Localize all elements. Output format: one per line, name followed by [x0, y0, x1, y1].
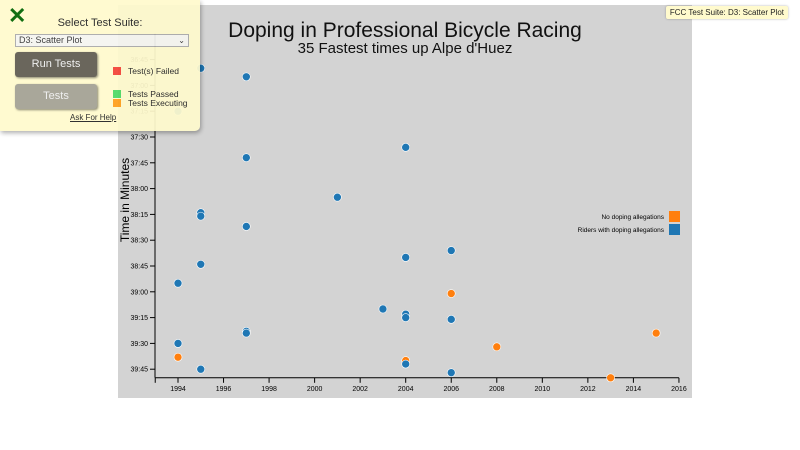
x-tick-label: 2010 [535, 386, 551, 393]
x-tick-label: 1994 [170, 386, 186, 393]
y-tick-label: 38:15 [130, 212, 148, 219]
run-tests-button[interactable]: Run Tests [15, 52, 97, 77]
data-point [446, 289, 456, 298]
suite-value: D3: Scatter Plot [19, 35, 83, 45]
y-tick-label: 39:30 [130, 341, 148, 348]
data-point [333, 192, 342, 202]
data-point [242, 153, 251, 162]
x-tick-label: 2006 [443, 386, 459, 393]
ask-for-help-link[interactable]: Ask For Help [70, 113, 117, 122]
data-point [401, 359, 411, 369]
data-point [173, 278, 183, 288]
legend-label: Riders with doping allegations [578, 227, 665, 234]
data-point [242, 72, 251, 82]
x-tick-label: 2000 [307, 386, 323, 393]
y-tick-label: 39:15 [130, 315, 148, 322]
data-point [196, 211, 206, 221]
passed-label: Tests Passed [128, 88, 179, 99]
chart-subtitle: 35 Fastest times up Alpe d'Huez [297, 40, 513, 57]
tests-button[interactable]: Tests [15, 84, 97, 109]
x-tick-label: 2014 [626, 386, 642, 393]
data-point [242, 222, 251, 231]
data-point [651, 328, 661, 338]
data-point [401, 313, 411, 322]
y-tick-label: 39:00 [130, 289, 148, 296]
y-tick-label: 39:45 [130, 367, 148, 374]
data-point [378, 304, 388, 314]
data-point [173, 352, 183, 362]
data-point [173, 339, 183, 348]
test-suite-select[interactable]: D3: Scatter Plot ⌄ [15, 34, 189, 47]
executing-label: Tests Executing [128, 97, 188, 108]
legend-label: No doping allegations [601, 214, 664, 221]
y-axis-label: Time in Minutes [118, 158, 132, 242]
chevron-down-icon: ⌄ [178, 36, 185, 45]
test-suite-panel: ✕ Select Test Suite: D3: Scatter Plot ⌄ R… [0, 0, 200, 131]
close-icon[interactable]: ✕ [8, 3, 27, 28]
executing-swatch [113, 98, 121, 107]
x-tick-label: 1996 [216, 386, 232, 393]
scatter-chart: 1994 1996 1998 2000 2002 2004 2006 2008 2010 2012… [118, 5, 692, 398]
y-tick-label: 38:45 [130, 264, 148, 271]
data-point [492, 342, 502, 352]
x-tick-label: 1998 [261, 386, 277, 393]
failed-swatch [113, 67, 121, 75]
data-point [242, 328, 251, 338]
fcc-test-suite-badge[interactable]: FCC Test Suite: D3: Scatter Plot [665, 6, 788, 19]
legend-swatch [669, 211, 680, 222]
data-point [446, 315, 456, 324]
legend-failed: Test(s) Failed [113, 67, 179, 76]
data-point [401, 143, 411, 152]
data-point [446, 368, 456, 377]
y-tick-label: 38:00 [130, 186, 148, 193]
data-point [446, 246, 456, 255]
x-tick-label: 2008 [489, 386, 505, 393]
select-suite-label: Select Test Suite: [57, 17, 143, 29]
x-tick-label: 2004 [398, 386, 414, 393]
legend-executing: Tests Executing [113, 97, 188, 108]
failed-label: Test(s) Failed [128, 66, 180, 76]
legend-passed: Tests Passed [113, 88, 179, 99]
x-tick-label: 2012 [580, 386, 596, 393]
chart-svg: 1994 1996 1998 2000 2002 2004 2006 2008 2010 2012… [118, 33, 687, 393]
x-tick-label: 2002 [352, 386, 368, 393]
y-tick-label: 38:30 [130, 238, 148, 245]
legend-swatch [669, 224, 680, 235]
data-point [606, 373, 615, 383]
x-tick-label: 2016 [671, 386, 687, 393]
chart-title: Doping in Professional Bicycle Racing [228, 19, 582, 42]
y-tick-label: 37:30 [130, 135, 148, 142]
data-point [401, 253, 411, 262]
data-point [196, 364, 206, 374]
y-tick-label: 37:45 [130, 160, 148, 167]
data-point [196, 259, 206, 269]
passed-swatch [113, 89, 121, 98]
